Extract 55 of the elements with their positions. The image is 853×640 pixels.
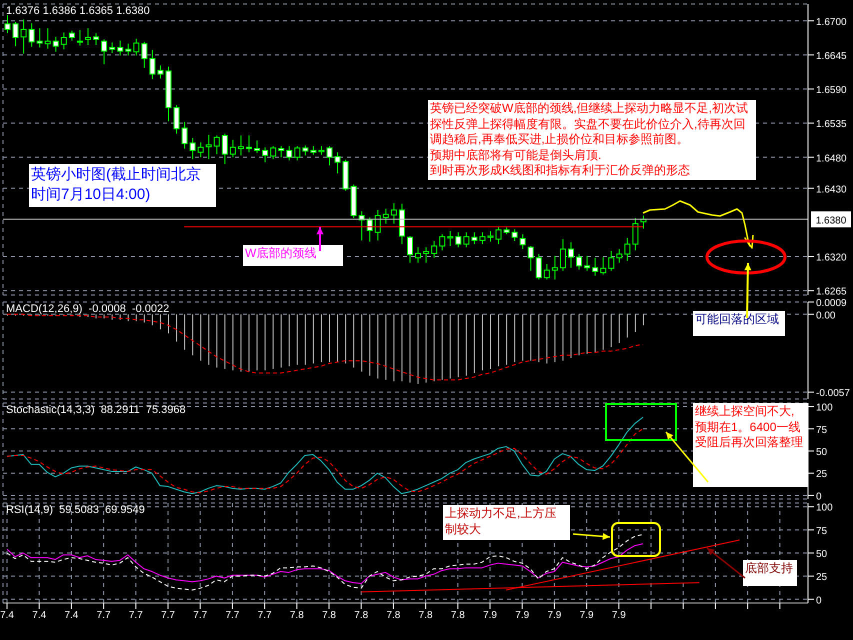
y-tick-label: 50 xyxy=(816,447,828,458)
y-tick-label: -0.0057 xyxy=(816,388,850,400)
y-tick-label: 1.6480 xyxy=(816,153,848,164)
chart-title: RSI(14,9) 59.5083 69.9549 xyxy=(6,504,145,516)
x-tick-label: 7.7 xyxy=(96,610,112,622)
annotation: 可能回落的区域 xyxy=(695,312,783,335)
y-tick-label: 50 xyxy=(816,549,828,560)
y-tick-label: 1.6590 xyxy=(816,85,848,96)
annotation: 英镑小时图(截止时间北京时间7月10日4:00) xyxy=(31,165,214,206)
annotation: 底部支持 xyxy=(745,561,795,585)
x-tick-label: 7.9 xyxy=(612,610,626,622)
y-tick-label: 1.6535 xyxy=(816,119,848,130)
annotation: 到时再次形成K线图和指标有利于汇价反弹的形态 xyxy=(430,163,692,180)
x-tick-label: 7.8 xyxy=(386,610,401,622)
y-tick-label: 100 xyxy=(816,502,834,514)
annotation: 继续上探空间不大,预期在1。6400一线受阻后再次回落整理 xyxy=(695,404,806,486)
x-tick-label: 7.7 xyxy=(193,610,208,622)
x-tick-label: 7.7 xyxy=(258,610,272,622)
y-tick-label: 100 xyxy=(816,402,834,414)
x-tick-label: 7.8 xyxy=(418,610,434,622)
annotation: W底部的颈线 xyxy=(245,246,341,265)
y-tick-label: 1.6265 xyxy=(816,286,848,298)
y-tick-label: 0 xyxy=(816,491,822,502)
y-tick-label: 25 xyxy=(816,572,828,584)
y-tick-label: 1.6700 xyxy=(816,16,848,28)
x-tick-label: 7.8 xyxy=(450,610,466,622)
x-tick-label: 7.9 xyxy=(515,610,530,622)
y-tick-label: 0.0009 xyxy=(816,298,848,309)
x-tick-label: 7.4 xyxy=(32,610,47,622)
annotation: 上探动力不足,上方压制较大 xyxy=(445,506,568,539)
x-tick-label: 7.4 xyxy=(64,610,79,622)
chart-title: Stochastic(14,3,3) 88.2911 75.3968 xyxy=(6,404,186,416)
x-tick-label: 7.7 xyxy=(225,610,240,622)
x-tick-label: 7.7 xyxy=(128,610,144,622)
x-tick-label: 7.7 xyxy=(161,610,176,622)
x-tick-label: 7.8 xyxy=(354,610,369,622)
x-tick-label: 7.8 xyxy=(322,610,336,622)
y-tick-label: 0 xyxy=(816,595,822,606)
y-tick-label: 1.6645 xyxy=(816,50,848,62)
x-tick-label: 7.9 xyxy=(547,610,562,622)
chart-title: 1.6376 1.6386 1.6365 1.6380 xyxy=(6,5,150,17)
chart-title: MACD(12,26,9) -0.0008 -0.0022 xyxy=(6,303,170,315)
y-tick-label: 1.6430 xyxy=(816,184,848,196)
x-tick-label: 7.9 xyxy=(483,610,498,622)
annotation: 英镑已经突破W底部的颈线,但继续上探动力略显不足,初次试探性反弹上探得幅度有限。实盘不要在此价位介入,待再次回调趋稳后,再奉低买进,止损价位和目标参照前图。 xyxy=(430,101,749,148)
y-tick-label: 75 xyxy=(816,424,828,436)
ref-line-label: 1.6380 xyxy=(816,215,847,226)
x-tick-label: 7.9 xyxy=(580,610,594,622)
y-tick-label: 0.00 xyxy=(816,310,836,322)
y-tick-label: 1.6320 xyxy=(816,252,848,264)
annotation: 预期中底部将有可能是倒头肩顶. xyxy=(430,148,602,164)
x-tick-label: 7.4 xyxy=(0,610,14,622)
y-tick-label: 25 xyxy=(816,469,828,480)
x-tick-label: 7.8 xyxy=(290,610,304,622)
y-tick-label: 75 xyxy=(816,526,828,537)
